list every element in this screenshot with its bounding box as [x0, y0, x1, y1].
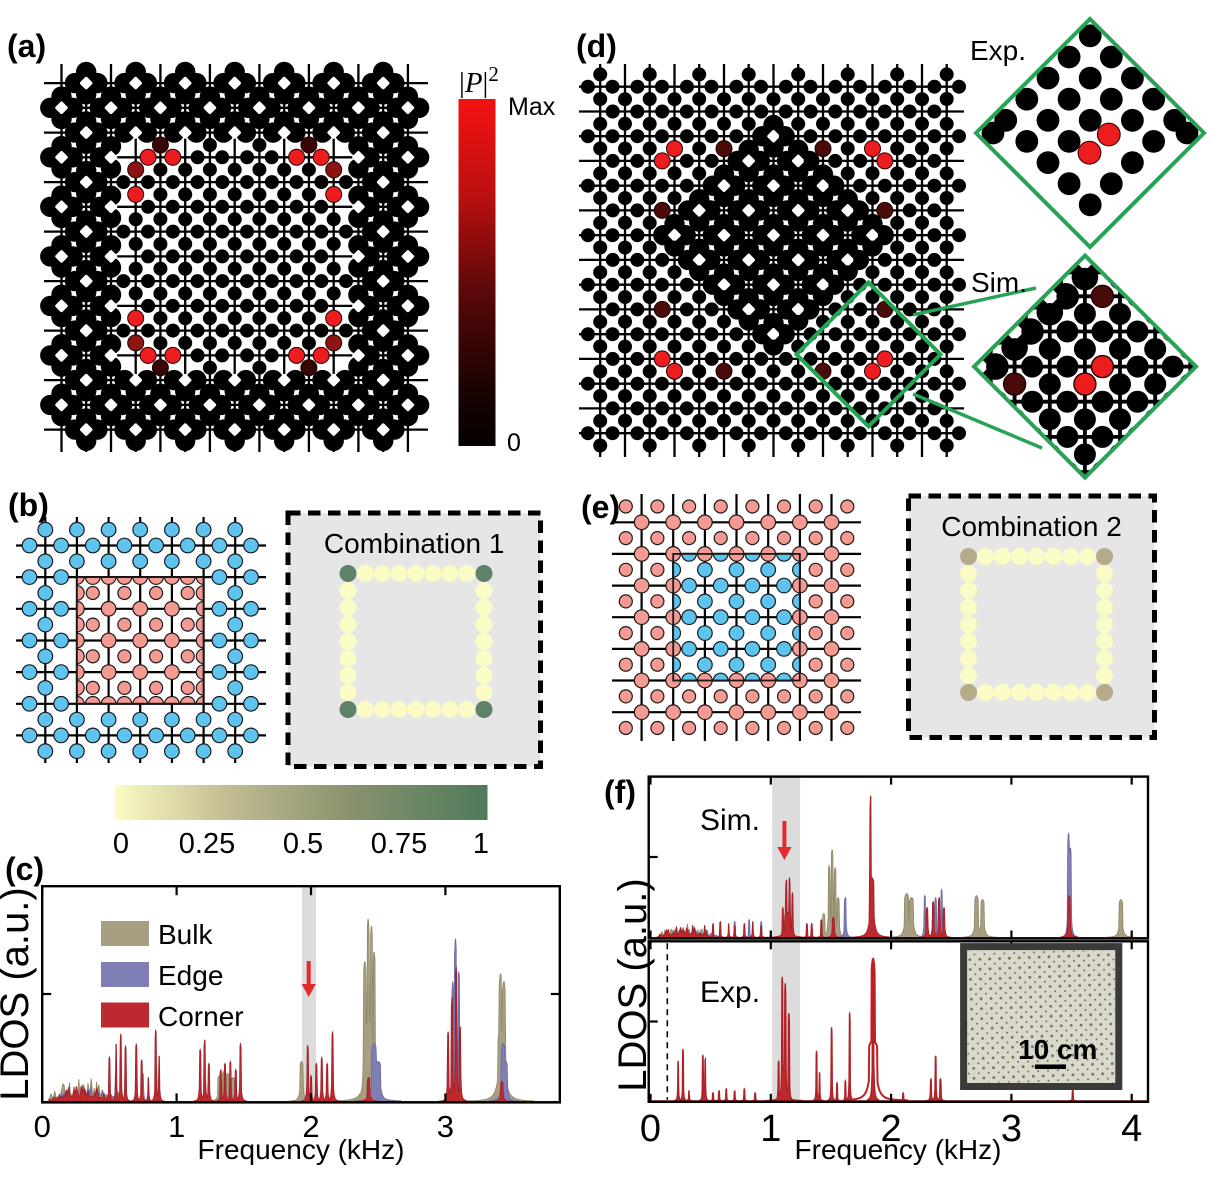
svg-text:Max: Max — [508, 93, 556, 121]
svg-text:(d): (d) — [576, 28, 617, 64]
svg-text:Corner: Corner — [158, 1001, 244, 1032]
svg-text:Exp.: Exp. — [970, 35, 1026, 66]
svg-text:1: 1 — [760, 1108, 781, 1150]
svg-text:(b): (b) — [8, 487, 49, 523]
svg-text:10 cm: 10 cm — [1018, 1034, 1097, 1065]
svg-text:3: 3 — [1001, 1108, 1022, 1150]
svg-text:Edge: Edge — [158, 960, 223, 991]
svg-text:0.75: 0.75 — [371, 828, 427, 860]
svg-text:Exp.: Exp. — [700, 976, 760, 1009]
svg-text:Combination 2: Combination 2 — [941, 511, 1122, 542]
svg-text:(f): (f) — [604, 774, 636, 810]
svg-text:LDOS (a.u.): LDOS (a.u.) — [0, 887, 37, 1100]
svg-text:0: 0 — [640, 1108, 661, 1150]
svg-text:(c): (c) — [5, 851, 44, 887]
svg-text:1: 1 — [168, 1109, 185, 1144]
svg-text:(e): (e) — [581, 489, 620, 525]
svg-text:0.5: 0.5 — [283, 828, 323, 860]
svg-text:0.25: 0.25 — [179, 828, 235, 860]
svg-text:1: 1 — [473, 828, 489, 860]
svg-text:2: 2 — [881, 1108, 902, 1150]
svg-text:Sim.: Sim. — [700, 804, 760, 837]
svg-text:0: 0 — [507, 429, 521, 457]
svg-text:(a): (a) — [7, 28, 46, 64]
svg-text:Bulk: Bulk — [158, 919, 213, 950]
svg-text:Sim.: Sim. — [971, 267, 1027, 298]
svg-text:3: 3 — [437, 1109, 454, 1144]
svg-text:4: 4 — [1121, 1108, 1142, 1150]
svg-text:2: 2 — [302, 1109, 319, 1144]
svg-text:Frequency (kHz): Frequency (kHz) — [795, 1134, 1002, 1165]
svg-text:Combination 1: Combination 1 — [324, 528, 505, 559]
svg-text:0: 0 — [113, 828, 129, 860]
svg-text:Frequency (kHz): Frequency (kHz) — [198, 1134, 405, 1165]
svg-text:LDOS (a.u.): LDOS (a.u.) — [611, 878, 655, 1091]
svg-text:0: 0 — [34, 1109, 51, 1144]
